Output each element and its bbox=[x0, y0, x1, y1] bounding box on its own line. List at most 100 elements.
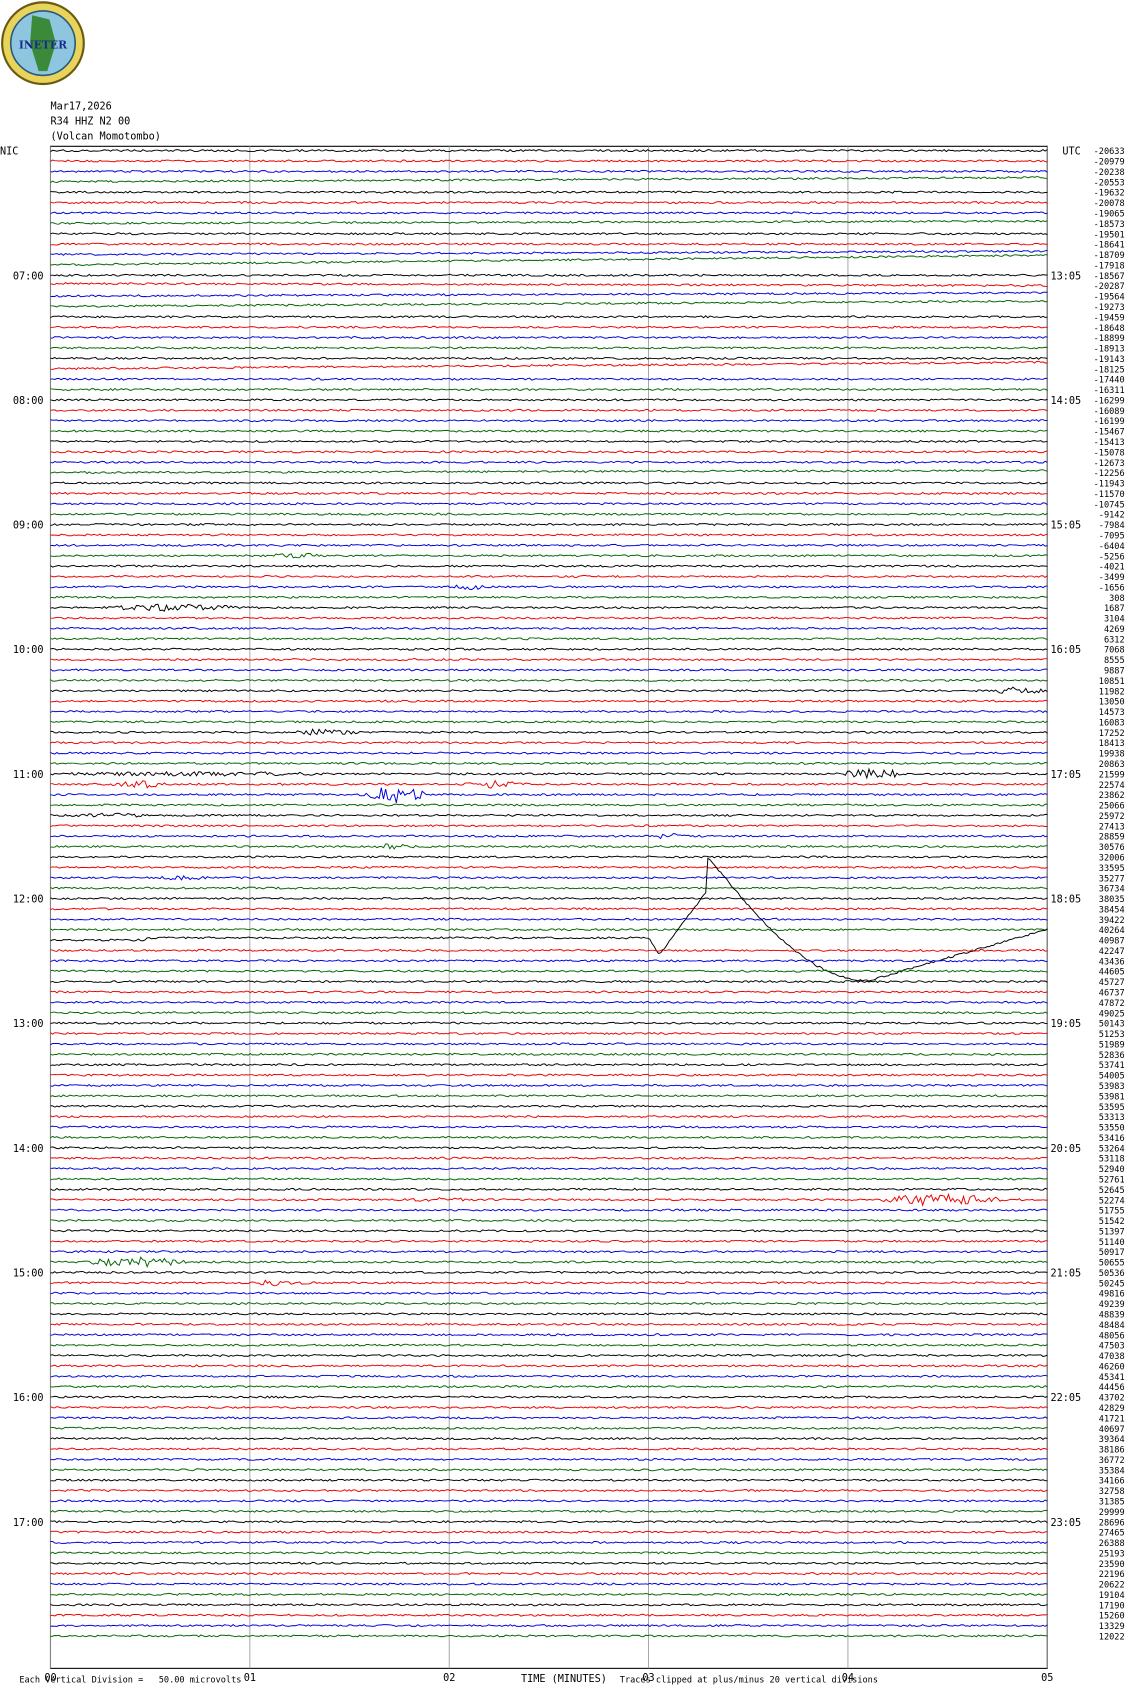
seismic-trace bbox=[50, 149, 1048, 153]
seismic-trace bbox=[50, 761, 1048, 765]
local-time-label: 16:00 bbox=[13, 1393, 44, 1404]
trace-offset: 36734 bbox=[1099, 885, 1125, 895]
trace-offset: 45341 bbox=[1099, 1373, 1125, 1383]
seismic-trace bbox=[50, 1115, 1048, 1119]
seismic-trace bbox=[50, 959, 1048, 963]
seismic-trace bbox=[50, 1426, 1048, 1430]
seismic-trace bbox=[50, 699, 1048, 703]
seismic-trace bbox=[50, 439, 1048, 444]
trace-offset: -6404 bbox=[1099, 542, 1125, 552]
seismic-trace bbox=[50, 232, 1048, 236]
trace-offset: 15260 bbox=[1099, 1612, 1125, 1622]
trace-offset: 53118 bbox=[1099, 1155, 1125, 1165]
trace-offset: 19938 bbox=[1099, 750, 1125, 760]
seismic-trace bbox=[50, 1083, 1048, 1088]
trace-offset: -20633 bbox=[1094, 147, 1125, 157]
seismic-trace bbox=[50, 751, 1048, 755]
trace-offset: 50245 bbox=[1099, 1279, 1125, 1289]
seismic-trace bbox=[50, 917, 1048, 921]
trace-offset: 38035 bbox=[1099, 895, 1125, 905]
seismic-trace bbox=[50, 824, 1048, 828]
seismic-trace bbox=[50, 408, 1048, 412]
trace-offset: -5256 bbox=[1099, 552, 1125, 562]
seismic-trace bbox=[50, 833, 1048, 840]
x-tick-label: 01 bbox=[244, 1673, 256, 1684]
trace-offset: 38454 bbox=[1099, 905, 1125, 915]
seismic-trace bbox=[50, 325, 1048, 329]
utc-time-label: 23:05 bbox=[1051, 1518, 1082, 1529]
trace-offset: -20553 bbox=[1094, 178, 1125, 188]
seismic-trace bbox=[50, 728, 1048, 736]
logo-text: INETER bbox=[19, 38, 67, 51]
seismic-trace bbox=[50, 1395, 1048, 1399]
seismic-trace bbox=[50, 282, 1048, 288]
seismic-trace bbox=[50, 1343, 1048, 1347]
seismic-trace bbox=[50, 1333, 1048, 1337]
trace-offset: 17190 bbox=[1099, 1601, 1125, 1611]
seismic-trace bbox=[50, 584, 1048, 591]
seismic-trace bbox=[50, 429, 1048, 433]
seismic-trace bbox=[50, 657, 1048, 662]
seismic-trace bbox=[50, 1042, 1048, 1046]
x-tick-label: 00 bbox=[44, 1673, 56, 1684]
seismic-trace bbox=[50, 249, 1048, 256]
seismic-trace bbox=[50, 1011, 1048, 1015]
seismic-trace bbox=[50, 741, 1048, 745]
seismic-trace bbox=[50, 273, 1048, 277]
trace-offset: 53313 bbox=[1099, 1113, 1125, 1123]
seismic-trace bbox=[50, 169, 1048, 173]
trace-offset: -18709 bbox=[1094, 251, 1125, 261]
x-axis-label: TIME (MINUTES) bbox=[521, 1674, 607, 1685]
seismic-trace bbox=[50, 574, 1048, 578]
trace-offset: -16089 bbox=[1094, 407, 1125, 417]
trace-offset: 43436 bbox=[1099, 957, 1125, 967]
trace-offset: -4021 bbox=[1099, 563, 1125, 573]
seismic-trace bbox=[50, 219, 1048, 225]
trace-offset: -20979 bbox=[1094, 158, 1125, 168]
local-time-label: 08:00 bbox=[13, 396, 44, 407]
seismic-trace bbox=[50, 1364, 1048, 1368]
plot-frame bbox=[49, 145, 1048, 1669]
seismic-trace bbox=[50, 564, 1048, 568]
trace-offset: 308 bbox=[1109, 594, 1125, 604]
utc-time-label: 13:05 bbox=[1051, 271, 1082, 282]
utc-time-label: 15:05 bbox=[1051, 521, 1082, 532]
utc-time-label: 22:05 bbox=[1051, 1393, 1082, 1404]
trace-offset: 25193 bbox=[1099, 1549, 1125, 1559]
trace-offset: -18913 bbox=[1094, 345, 1125, 355]
trace-offset: 51397 bbox=[1099, 1227, 1125, 1237]
seismic-trace bbox=[50, 1073, 1048, 1077]
seismic-trace bbox=[50, 1270, 1048, 1274]
seismic-trace bbox=[50, 1509, 1048, 1513]
trace-offset: -1656 bbox=[1099, 583, 1125, 593]
trace-offset: 18413 bbox=[1099, 739, 1125, 749]
seismic-trace bbox=[50, 1520, 1048, 1524]
seismic-trace bbox=[50, 491, 1048, 495]
trace-offset: 40987 bbox=[1099, 937, 1125, 947]
seismic-trace bbox=[50, 855, 1048, 859]
seismic-trace bbox=[50, 1457, 1048, 1461]
trace-offset: 53981 bbox=[1099, 1092, 1125, 1102]
trace-offset: 53983 bbox=[1099, 1082, 1125, 1092]
seismic-trace bbox=[50, 1177, 1048, 1181]
trace-offset: 46260 bbox=[1099, 1362, 1125, 1372]
seismic-trace bbox=[50, 1499, 1048, 1503]
trace-offset: 53741 bbox=[1099, 1061, 1125, 1071]
seismic-trace bbox=[50, 948, 1048, 952]
trace-offset: -17918 bbox=[1094, 261, 1125, 271]
trace-offset: 42247 bbox=[1099, 947, 1125, 957]
trace-offset: -20078 bbox=[1094, 199, 1125, 209]
seismic-trace bbox=[50, 1624, 1048, 1628]
trace-offset: 26388 bbox=[1099, 1539, 1125, 1549]
local-time-label: 17:00 bbox=[13, 1518, 44, 1529]
seismic-trace bbox=[50, 1192, 1048, 1207]
trace-offset: 50917 bbox=[1099, 1248, 1125, 1258]
seismic-trace bbox=[50, 686, 1048, 694]
seismic-trace bbox=[50, 450, 1048, 454]
seismic-trace bbox=[50, 779, 1048, 789]
seismic-trace bbox=[50, 1447, 1048, 1451]
local-time-label: 11:00 bbox=[13, 770, 44, 781]
trace-offset: 47872 bbox=[1099, 999, 1125, 1009]
trace-offset: -18125 bbox=[1094, 365, 1125, 375]
seismic-trace bbox=[50, 1572, 1048, 1576]
